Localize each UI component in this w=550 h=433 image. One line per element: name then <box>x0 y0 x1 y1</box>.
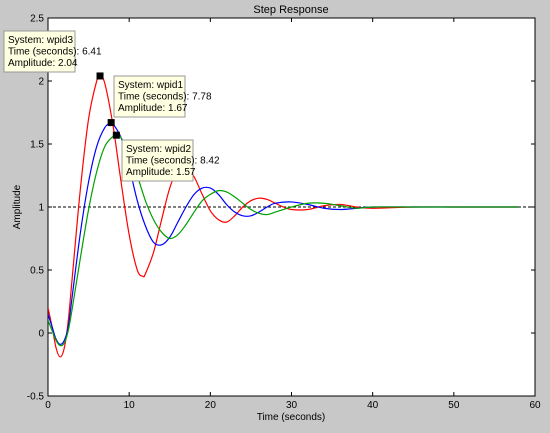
x-tick-label: 0 <box>45 400 51 411</box>
datatip-text: System: wpid2 <box>126 144 191 155</box>
datatip-text: System: wpid3 <box>8 35 73 46</box>
datatip-text: Time (seconds): 7.78 <box>118 92 212 103</box>
datatip-text: System: wpid1 <box>118 80 183 91</box>
datatip-text: Time (seconds): 8.42 <box>126 156 220 167</box>
datatip-box <box>113 75 186 118</box>
x-tick-label: 20 <box>205 400 217 411</box>
y-tick-label: 1 <box>38 203 44 214</box>
y-tick-label: 0 <box>38 329 44 340</box>
y-tick-label: -0.5 <box>27 392 45 403</box>
datatip-text: Amplitude: 1.67 <box>118 103 188 114</box>
y-tick-label: 1.5 <box>30 140 44 151</box>
y-axis-label: Amplitude <box>12 184 23 229</box>
chart-title: Step Response <box>253 4 328 16</box>
x-tick-label: 40 <box>367 400 379 411</box>
x-tick-label: 30 <box>286 400 298 411</box>
x-tick-label: 60 <box>529 400 541 411</box>
datatip-text: Time (seconds): 6.41 <box>8 47 102 58</box>
datatip-marker[interactable] <box>107 119 115 127</box>
y-tick-label: 2 <box>38 77 44 88</box>
x-tick-label: 10 <box>124 400 136 411</box>
y-tick-label: 2.5 <box>30 14 44 25</box>
datatip-text: Amplitude: 2.04 <box>8 58 78 69</box>
datatip-box <box>121 139 194 182</box>
datatip-text: Amplitude: 1.57 <box>126 167 196 178</box>
datatip-marker[interactable] <box>112 131 120 139</box>
series-line-wpid1[interactable] <box>48 121 519 345</box>
datatip-box <box>3 30 76 73</box>
series-line-wpid2[interactable] <box>48 134 519 347</box>
x-tick-label: 50 <box>448 400 460 411</box>
x-axis-label: Time (seconds) <box>257 412 326 423</box>
datatip-marker[interactable] <box>96 72 104 80</box>
y-tick-label: 0.5 <box>30 266 44 277</box>
